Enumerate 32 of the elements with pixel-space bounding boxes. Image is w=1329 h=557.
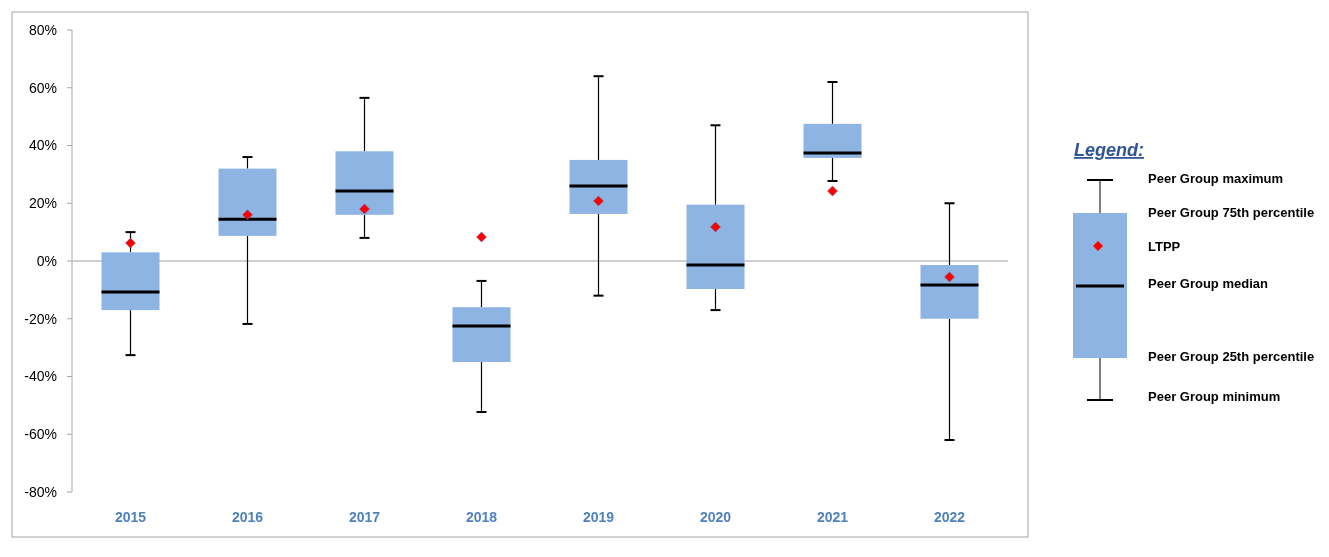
y-tick-label: -80% [24, 483, 57, 500]
y-tick-label: 20% [28, 195, 57, 212]
point [710, 221, 721, 233]
text: Peer Group 25th percentile [1148, 348, 1315, 364]
x-tick-label: 2022 [933, 509, 966, 525]
text: Peer Group 75th percentile [1148, 204, 1315, 220]
y-tick-label: -40% [24, 368, 57, 385]
text: Peer Group maximum [1148, 170, 1284, 186]
x-tick-label: 2017 [348, 509, 381, 525]
legend-title: Legend: [1074, 140, 1144, 160]
point [944, 271, 955, 283]
point [593, 195, 604, 207]
point [827, 185, 838, 197]
y-tick-label: 80% [28, 21, 57, 38]
text: Peer Group minimum [1148, 388, 1281, 404]
x-tick-label: 2021 [816, 509, 849, 525]
x-tick-label: 2020 [699, 509, 732, 525]
text: LTPP [1148, 238, 1181, 254]
y-tick-label: -60% [24, 426, 57, 443]
y-tick-label: 0% [36, 252, 57, 269]
text: Peer Group median [1148, 275, 1268, 291]
point [359, 203, 370, 215]
y-tick-label: -20% [24, 310, 57, 327]
y-tick-label: 60% [28, 79, 57, 96]
y-tick-label: 40% [28, 137, 57, 154]
point [242, 209, 253, 221]
x-tick-label: 2018 [465, 509, 498, 525]
x-tick-label: 2016 [231, 509, 264, 525]
point [476, 231, 487, 243]
point [125, 237, 136, 249]
x-tick-label: 2015 [114, 509, 147, 525]
x-tick-label: 2019 [582, 509, 615, 525]
